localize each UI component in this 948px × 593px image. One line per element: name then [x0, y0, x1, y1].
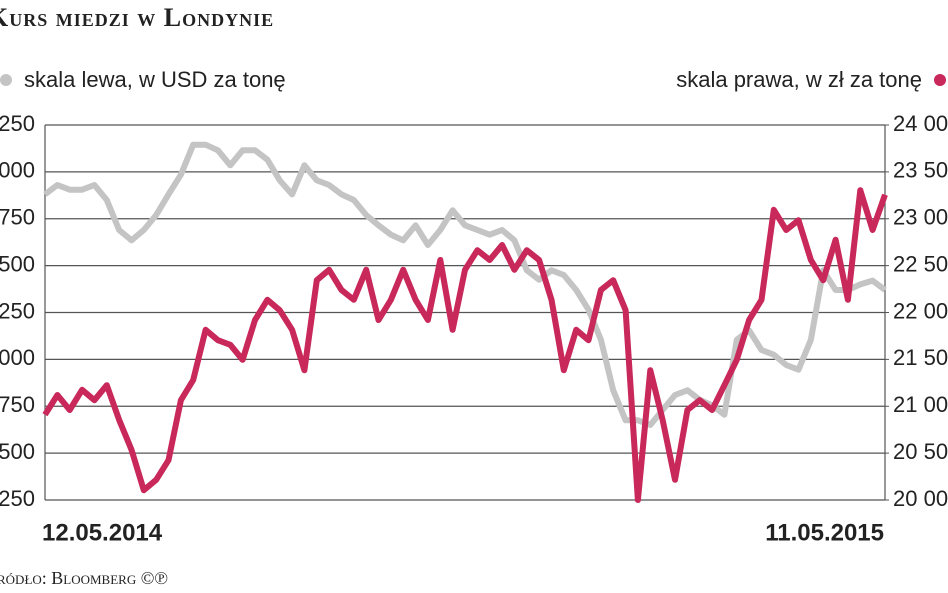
y2-tick-label: 21 000 [893, 392, 948, 417]
y-tick-label: 5 750 [0, 392, 35, 417]
y-tick-label: 7 250 [0, 111, 35, 136]
y2-tick-label: 24 000 [893, 111, 948, 136]
x-end-label: 11.05.2015 [765, 519, 884, 546]
y-tick-label: 7 000 [0, 158, 35, 183]
y2-tick-label: 20 000 [893, 486, 948, 511]
chart-title: Kurs miedzi w Londynie [0, 3, 274, 32]
y-tick-label: 5 500 [0, 439, 35, 464]
y-tick-label: 6 250 [0, 298, 35, 323]
y2-tick-label: 22 500 [893, 251, 948, 276]
line-series [43, 141, 887, 428]
y-tick-label: 5 250 [0, 486, 35, 511]
y2-tick-label: 21 500 [893, 345, 948, 370]
y2-tick-label: 23 500 [893, 158, 948, 183]
x-start-label: 12.05.2014 [42, 519, 163, 546]
y-tick-label: 6 500 [0, 251, 35, 276]
legend-label: skala lewa, w USD za tonę [24, 67, 286, 92]
legend-marker [934, 74, 946, 86]
source: Źródło: Bloomberg ©℗ [0, 567, 168, 588]
y-tick-label: 6 000 [0, 345, 35, 370]
y2-tick-label: 20 500 [893, 439, 948, 464]
line-series [42, 187, 888, 503]
legend-marker [0, 74, 12, 86]
y2-tick-label: 23 000 [893, 205, 948, 230]
y-tick-label: 6 750 [0, 205, 35, 230]
y2-tick-label: 22 000 [893, 298, 948, 323]
legend-label: skala prawa, w zł za tonę [676, 67, 922, 92]
